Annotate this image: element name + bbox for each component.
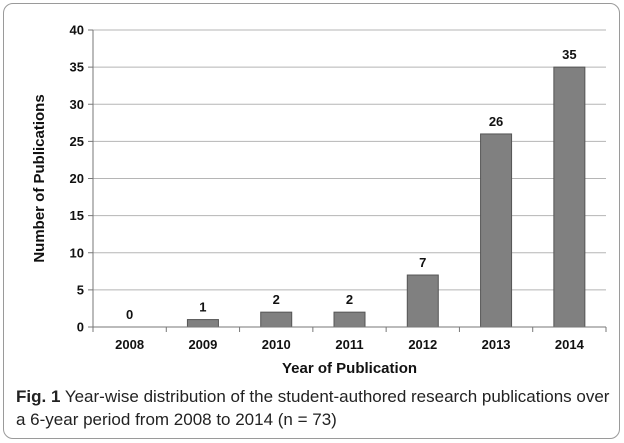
y-tick-label: 20 — [70, 171, 84, 186]
bars — [186, 66, 586, 328]
figure-frame — [3, 3, 620, 439]
x-tick-label: 2008 — [115, 337, 144, 352]
x-tick-labels: 2008 2009 2010 2011 2012 2013 2014 — [92, 327, 607, 352]
bar-2014 — [553, 66, 586, 328]
caption-text: Year-wise distribution of the student-au… — [16, 387, 610, 429]
x-tick-label: 2012 — [408, 337, 437, 352]
data-labels: 0 1 2 2 7 26 35 — [126, 47, 577, 322]
figure-caption: Fig. 1 Year-wise distribution of the stu… — [16, 385, 610, 431]
data-label-2009: 1 — [199, 300, 206, 315]
y-tick-label: 10 — [70, 245, 84, 260]
bar-2010 — [260, 311, 293, 328]
bar-2012 — [406, 274, 439, 328]
data-label-2010: 2 — [273, 292, 280, 307]
gridlines — [93, 29, 606, 291]
y-tick-label: 40 — [70, 23, 84, 38]
data-label-2011: 2 — [346, 292, 353, 307]
y-tick-labels: 0 5 10 15 20 25 30 35 40 — [70, 23, 93, 335]
y-tick-label: 0 — [77, 320, 84, 335]
x-axis-title: Year of Publication — [282, 360, 417, 377]
data-label-2012: 7 — [419, 255, 426, 270]
bar-2013 — [480, 133, 513, 328]
y-tick-label: 25 — [70, 134, 84, 149]
data-label-2013: 26 — [489, 114, 503, 129]
y-tick-label: 30 — [70, 97, 84, 112]
y-axis-title: Number of Publications — [31, 94, 48, 262]
data-label-2014: 35 — [562, 47, 576, 62]
data-label-2008: 0 — [126, 307, 133, 322]
x-tick-label: 2009 — [188, 337, 217, 352]
y-tick-label: 15 — [70, 208, 84, 223]
y-tick-label: 5 — [77, 282, 84, 297]
y-tick-label: 35 — [70, 60, 84, 75]
caption-label: Fig. 1 — [16, 387, 61, 406]
bar-2009 — [186, 319, 219, 328]
x-tick-label: 2014 — [555, 337, 585, 352]
x-tick-label: 2010 — [262, 337, 291, 352]
bar-2011 — [333, 311, 366, 328]
x-tick-label: 2011 — [335, 337, 363, 352]
x-tick-label: 2013 — [482, 337, 511, 352]
